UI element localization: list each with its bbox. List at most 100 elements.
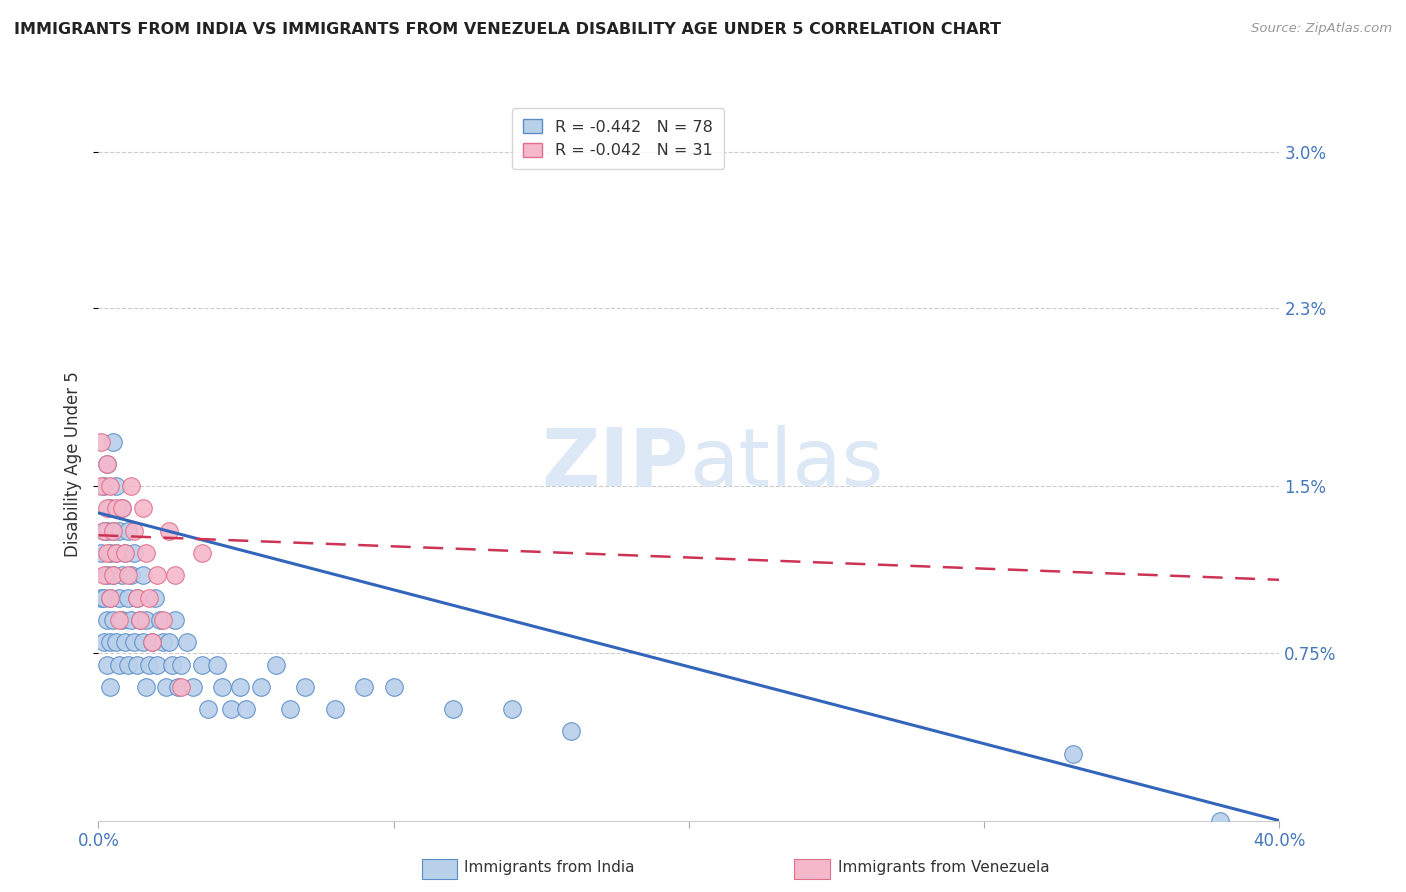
Point: [294, 680, 316, 694]
Point: [114, 635, 136, 649]
Text: ZIP: ZIP: [541, 425, 689, 503]
Point: [125, 591, 148, 605]
Point: [96, 613, 118, 627]
Point: [560, 724, 582, 739]
Point: [117, 657, 139, 672]
Point: [128, 613, 150, 627]
Point: [96, 501, 118, 516]
Point: [141, 635, 163, 649]
Point: [96, 568, 118, 582]
Point: [152, 635, 174, 649]
Point: [167, 680, 190, 694]
Point: [125, 657, 148, 672]
Text: Immigrants from India: Immigrants from India: [464, 861, 634, 875]
Point: [152, 613, 174, 627]
Point: [138, 657, 160, 672]
Point: [235, 702, 257, 716]
Point: [96, 546, 118, 560]
Point: [103, 613, 125, 627]
Point: [353, 680, 375, 694]
Y-axis label: Disability Age Under 5: Disability Age Under 5: [65, 371, 83, 557]
Point: [105, 501, 128, 516]
Point: [157, 635, 180, 649]
Point: [197, 702, 219, 716]
Point: [93, 479, 115, 493]
Point: [155, 680, 177, 694]
Point: [103, 568, 125, 582]
Point: [103, 524, 125, 538]
Text: Immigrants from Venezuela: Immigrants from Venezuela: [838, 861, 1050, 875]
Point: [1062, 747, 1084, 761]
Point: [93, 591, 115, 605]
Text: Source: ZipAtlas.com: Source: ZipAtlas.com: [1251, 22, 1392, 36]
Point: [149, 613, 172, 627]
Point: [250, 680, 273, 694]
Point: [176, 635, 198, 649]
Text: atlas: atlas: [689, 425, 883, 503]
Point: [111, 501, 134, 516]
Point: [122, 635, 145, 649]
Point: [128, 613, 150, 627]
Point: [93, 524, 115, 538]
Point: [90, 479, 112, 493]
Point: [125, 591, 148, 605]
Legend: R = -0.442   N = 78, R = -0.042   N = 31: R = -0.442 N = 78, R = -0.042 N = 31: [512, 108, 724, 169]
Point: [93, 524, 115, 538]
Point: [90, 591, 112, 605]
Point: [93, 568, 115, 582]
Point: [181, 680, 204, 694]
Point: [122, 546, 145, 560]
Point: [1209, 814, 1232, 828]
Point: [170, 657, 193, 672]
Point: [146, 657, 169, 672]
Point: [103, 524, 125, 538]
Point: [111, 613, 134, 627]
Point: [135, 546, 157, 560]
Point: [111, 501, 134, 516]
Point: [135, 613, 157, 627]
Point: [98, 501, 121, 516]
Point: [105, 479, 128, 493]
Point: [165, 568, 187, 582]
Point: [108, 657, 131, 672]
Point: [141, 635, 163, 649]
Point: [382, 680, 405, 694]
Point: [117, 524, 139, 538]
Point: [146, 568, 169, 582]
Point: [165, 613, 187, 627]
Point: [278, 702, 302, 716]
Point: [108, 591, 131, 605]
Point: [120, 613, 142, 627]
Point: [132, 501, 155, 516]
Point: [117, 591, 139, 605]
Point: [98, 479, 121, 493]
Point: [96, 524, 118, 538]
Point: [93, 635, 115, 649]
Point: [117, 568, 139, 582]
Point: [90, 546, 112, 560]
Point: [132, 635, 155, 649]
Point: [114, 546, 136, 560]
Point: [143, 591, 166, 605]
Point: [323, 702, 346, 716]
Point: [135, 680, 157, 694]
Point: [96, 457, 118, 471]
Point: [98, 635, 121, 649]
Point: [162, 657, 183, 672]
Point: [170, 680, 193, 694]
Point: [191, 657, 214, 672]
Point: [108, 524, 131, 538]
Point: [105, 546, 128, 560]
Point: [441, 702, 464, 716]
Point: [103, 568, 125, 582]
Point: [114, 546, 136, 560]
Point: [157, 524, 180, 538]
Point: [122, 524, 145, 538]
Point: [120, 568, 142, 582]
Point: [96, 457, 118, 471]
Point: [120, 479, 142, 493]
Point: [132, 568, 155, 582]
Point: [501, 702, 523, 716]
Point: [98, 591, 121, 605]
Point: [264, 657, 287, 672]
